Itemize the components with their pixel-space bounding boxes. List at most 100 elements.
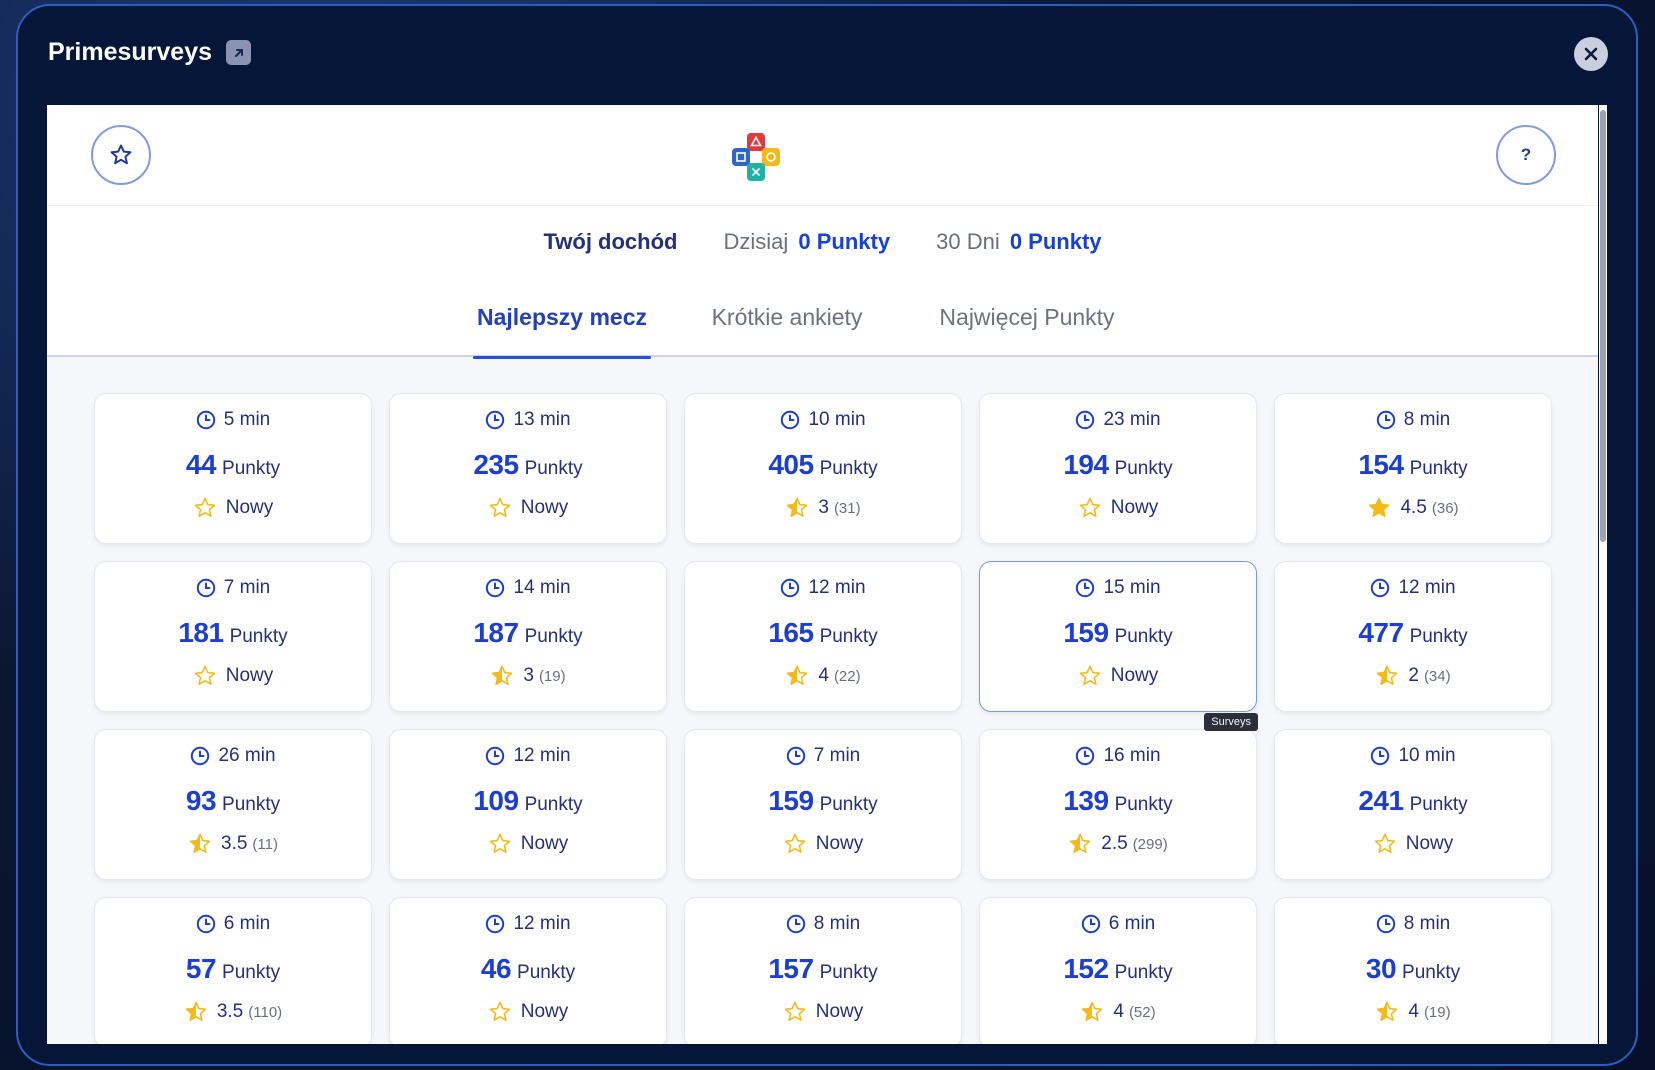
header-divider <box>47 205 1598 206</box>
rating-count: (11) <box>252 835 278 853</box>
rating-text: Nowy <box>1405 833 1454 854</box>
scrollbar-track[interactable] <box>1599 105 1607 1044</box>
survey-card[interactable]: 8 min 30 Punkty 4 (19) <box>1274 897 1552 1044</box>
survey-card[interactable]: 15 min 159 Punkty Nowy Surveys <box>979 561 1258 731</box>
reward-points: 154 <box>1358 449 1404 480</box>
duration-text: 8 min <box>1403 913 1451 934</box>
survey-rating: Nowy <box>488 832 569 856</box>
survey-rating: 2 (34) <box>1375 664 1451 688</box>
rating-count: (19) <box>1423 1003 1451 1021</box>
survey-card[interactable]: 12 min 109 Punkty Nowy <box>389 729 667 880</box>
survey-card[interactable]: 7 min 159 Punkty Nowy <box>684 729 962 880</box>
survey-duration: 26 min <box>190 744 276 768</box>
survey-reward: 44 Punkty <box>186 449 280 481</box>
survey-duration: 8 min <box>1376 408 1450 432</box>
survey-reward: 46 Punkty <box>481 953 575 985</box>
external-link-icon[interactable] <box>226 40 252 65</box>
rating-text: Nowy <box>520 833 569 854</box>
survey-card[interactable]: 13 min 235 Punkty Nowy <box>389 393 667 544</box>
reward-unit: Punkty <box>1114 962 1173 983</box>
survey-duration: 8 min <box>1376 912 1450 936</box>
survey-reward: 194 Punkty <box>1063 449 1172 481</box>
duration-text: 23 min <box>1103 409 1161 430</box>
rating-text: 3 <box>818 497 829 518</box>
duration-text: 10 min <box>808 409 866 430</box>
survey-card[interactable]: 12 min 165 Punkty 4 (22) <box>684 561 962 712</box>
help-button[interactable]: ? <box>1496 125 1556 185</box>
survey-card[interactable]: 10 min 241 Punkty Nowy <box>1274 729 1552 880</box>
survey-rating: 4 (19) <box>1375 1000 1451 1024</box>
rating-text: 3.5 <box>216 1001 244 1022</box>
reward-unit: Punkty <box>222 458 281 479</box>
rating-text: Nowy <box>520 497 569 518</box>
reward-points: 241 <box>1358 785 1404 816</box>
survey-card[interactable]: 12 min 477 Punkty 2 (34) <box>1274 561 1552 712</box>
star-half-icon <box>1375 1000 1399 1024</box>
survey-rating: 3.5 (11) <box>188 832 278 856</box>
survey-duration: 12 min <box>780 576 866 600</box>
survey-card[interactable]: 6 min 152 Punkty 4 (52) <box>979 897 1257 1044</box>
tab-short-surveys[interactable]: Krótkie ankiety <box>695 291 879 357</box>
survey-duration: 8 min <box>786 912 860 936</box>
survey-reward: 241 Punkty <box>1358 785 1467 817</box>
survey-duration: 12 min <box>485 744 571 768</box>
survey-rating: 4.5 (36) <box>1367 496 1459 520</box>
survey-rating: 3 (19) <box>490 664 566 688</box>
star-outline-icon <box>1373 832 1397 856</box>
star-outline-icon <box>1078 664 1102 688</box>
survey-card[interactable]: 16 min 139 Punkty 2.5 (299) <box>979 729 1257 880</box>
survey-modal: Primesurveys ? <box>16 4 1638 1066</box>
survey-duration: 16 min <box>1075 744 1161 768</box>
duration-text: 5 min <box>223 409 271 430</box>
survey-reward: 159 Punkty <box>768 785 877 817</box>
rating-text: 4 <box>1113 1001 1124 1022</box>
reward-unit: Punkty <box>1409 626 1468 647</box>
rating-count: (19) <box>538 667 566 685</box>
modal-title-group: Primesurveys <box>48 38 252 67</box>
survey-duration: 13 min <box>485 408 571 432</box>
star-outline-icon <box>783 1000 807 1024</box>
survey-card[interactable]: 12 min 46 Punkty Nowy <box>389 897 667 1044</box>
survey-card[interactable]: 23 min 194 Punkty Nowy <box>979 393 1257 544</box>
reward-unit: Punkty <box>1409 458 1468 479</box>
star-outline-icon <box>1078 496 1102 520</box>
survey-card[interactable]: 7 min 181 Punkty Nowy <box>94 561 372 712</box>
offerwall-panel: ? Twój dochód Dzisiaj 0 Punkty 30 Dni 0 … <box>47 105 1598 1044</box>
rating-text: 4 <box>818 665 829 686</box>
duration-text: 12 min <box>513 745 571 766</box>
star-outline-icon <box>488 1000 512 1024</box>
close-button[interactable] <box>1574 37 1608 71</box>
survey-card[interactable]: 8 min 154 Punkty 4.5 (36) <box>1274 393 1552 544</box>
scrollbar-thumb[interactable] <box>1600 110 1606 542</box>
rating-text: Nowy <box>520 1001 569 1022</box>
rating-text: 2.5 <box>1101 833 1128 854</box>
rating-text: Nowy <box>815 833 864 854</box>
duration-text: 8 min <box>813 913 861 934</box>
tab-best-match[interactable]: Najlepszy mecz <box>473 291 651 359</box>
survey-card[interactable]: 26 min 93 Punkty 3.5 (11) <box>94 729 372 880</box>
star-half-icon <box>785 664 809 688</box>
tab-most-points[interactable]: Najwięcej Punkty <box>927 291 1127 357</box>
survey-card[interactable]: 14 min 187 Punkty 3 (19) <box>389 561 667 712</box>
survey-reward: 30 Punkty <box>1366 953 1460 985</box>
survey-duration: 6 min <box>196 912 270 936</box>
survey-rating: Nowy <box>1078 496 1158 520</box>
clock-icon <box>485 578 505 598</box>
rating-count: (52) <box>1128 1003 1156 1021</box>
star-half-icon <box>785 496 809 520</box>
rating-text: 2 <box>1408 665 1419 686</box>
duration-text: 16 min <box>1103 745 1161 766</box>
survey-card[interactable]: 8 min 157 Punkty Nowy <box>684 897 962 1044</box>
survey-rating: 4 (52) <box>1080 1000 1156 1024</box>
star-half-icon <box>188 832 212 856</box>
duration-text: 7 min <box>223 577 271 598</box>
reward-unit: Punkty <box>229 626 288 647</box>
survey-reward: 93 Punkty <box>186 785 280 817</box>
survey-rating: Nowy <box>783 832 864 856</box>
clock-icon <box>1376 410 1396 430</box>
survey-card[interactable]: 5 min 44 Punkty Nowy <box>94 393 372 544</box>
survey-card[interactable]: 6 min 57 Punkty 3.5 (110) <box>94 897 372 1044</box>
survey-card[interactable]: 10 min 405 Punkty 3 (31) <box>684 393 962 544</box>
favorite-button[interactable] <box>91 125 151 185</box>
reward-unit: Punkty <box>1114 794 1173 815</box>
